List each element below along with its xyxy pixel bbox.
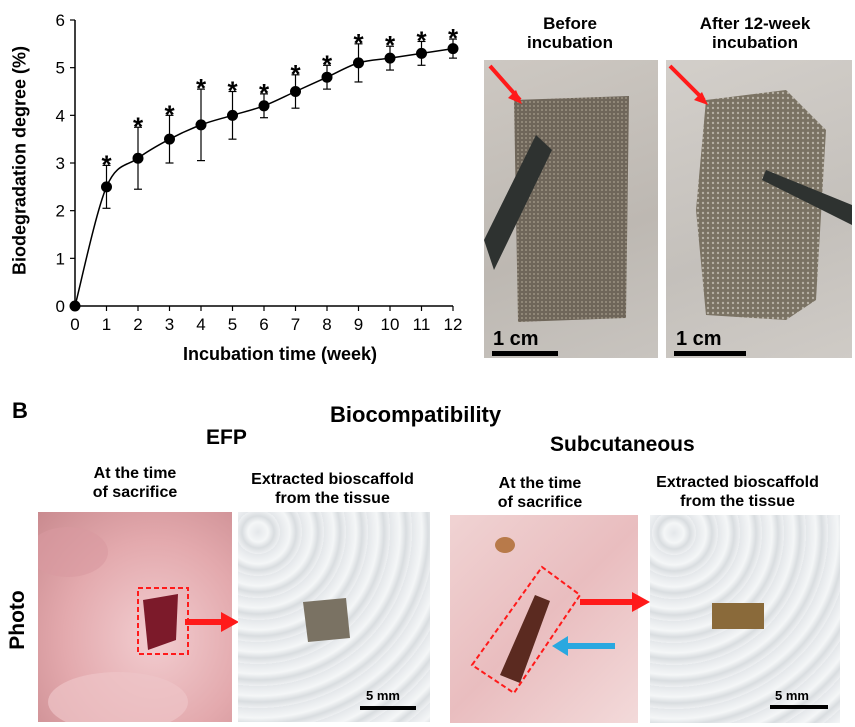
- data-point: [321, 71, 333, 83]
- extracted-scaffold-efp: [303, 598, 350, 642]
- x-tick-label: 0: [70, 315, 79, 334]
- subq-extracted-photo: 5 mm: [650, 515, 840, 723]
- significance-marker: *: [227, 76, 238, 106]
- scale-label-right: 1 cm: [676, 328, 722, 350]
- y-tick-label: 4: [56, 106, 65, 125]
- x-tick-label: 8: [322, 315, 331, 334]
- x-tick-label: 11: [413, 315, 431, 334]
- x-tick-label: 7: [291, 315, 300, 334]
- forceps-after: [762, 170, 852, 225]
- data-point: [258, 100, 270, 112]
- significance-marker: *: [290, 59, 301, 89]
- significance-marker: *: [164, 99, 175, 129]
- red-arrow-head-after: [694, 92, 708, 105]
- significance-marker: *: [196, 73, 207, 103]
- panel-b-title: Biocompatibility: [330, 402, 502, 427]
- x-tick-label: 5: [228, 315, 237, 334]
- red-arrow-efp: [185, 612, 239, 632]
- y-tick-label: 6: [56, 11, 65, 30]
- scale-label-left: 1 cm: [493, 328, 539, 350]
- x-tick-label: 10: [381, 315, 400, 334]
- x-tick-label: 2: [133, 315, 142, 334]
- efp-extracted-photo: 5 mm: [238, 512, 430, 722]
- degraded-scaffold-mesh: [696, 90, 826, 320]
- implanted-scaffold-efp: [143, 594, 178, 650]
- efp-tissue-photo: [38, 512, 232, 722]
- data-point: [384, 52, 396, 64]
- x-tick-label: 6: [259, 315, 268, 334]
- before-incubation-label: Before incubation: [527, 14, 613, 52]
- data-point: [416, 47, 427, 59]
- efp-sacrifice-label: At the time of sacrifice: [92, 465, 178, 501]
- x-tick-label: 9: [354, 315, 363, 334]
- significance-marker: *: [322, 49, 333, 79]
- blue-arrow: [552, 636, 568, 656]
- data-point: [447, 43, 459, 55]
- data-point: [195, 119, 207, 131]
- data-point: [227, 109, 238, 121]
- x-tick-label: 1: [102, 315, 111, 334]
- data-point: [69, 300, 81, 312]
- subq-sacrifice-label: At the time of sacrifice: [497, 475, 583, 511]
- before-incubation-photo: 1 cm: [484, 60, 658, 358]
- significance-marker: *: [416, 25, 427, 55]
- significance-marker: *: [385, 30, 396, 60]
- y-tick-label: 5: [56, 59, 65, 78]
- x-axis-title: Incubation time (week): [182, 344, 378, 364]
- panel-letter-b: B: [12, 398, 28, 423]
- x-tick-label: 12: [444, 315, 463, 334]
- significance-marker: *: [101, 149, 112, 179]
- significance-marker: *: [133, 111, 144, 141]
- subq-extracted-label: Extracted bioscaffold from the tissue: [656, 474, 819, 510]
- chart-marks: * * * * * * * * * * * *: [69, 23, 459, 312]
- red-arrow-head: [508, 90, 522, 104]
- scale-label-efp: 5 mm: [366, 688, 400, 703]
- y-tick-label: 1: [56, 249, 65, 268]
- red-arrow-after: [668, 64, 706, 102]
- x-tick-label: 4: [196, 315, 205, 334]
- significance-marker: *: [353, 28, 364, 58]
- significance-marker: *: [259, 78, 270, 108]
- x-tick-label: 3: [165, 315, 174, 334]
- highlight-box-subq: [470, 565, 582, 695]
- forceps: [484, 135, 552, 270]
- scale-bar-efp: [360, 706, 416, 710]
- scaffold-mesh: [514, 96, 629, 322]
- row-label-photo: Photo: [6, 590, 29, 650]
- y-tick-label: 2: [56, 202, 65, 221]
- efp-extracted-label: Extracted bioscaffold from the tissue: [251, 471, 414, 507]
- after-incubation-label: After 12-week incubation: [699, 14, 811, 52]
- data-point: [164, 133, 175, 145]
- red-arrow-subq: [580, 592, 650, 612]
- data-point: [353, 57, 364, 69]
- y-tick-label: 3: [56, 154, 65, 173]
- significance-marker: *: [448, 23, 459, 53]
- data-point: [290, 86, 301, 97]
- scale-label-subq: 5 mm: [775, 688, 809, 703]
- y-axis-title: Biodegradation degree (%): [9, 45, 30, 276]
- y-tick-label: 0: [56, 297, 65, 316]
- efp-title: EFP: [206, 426, 247, 449]
- implanted-scaffold-subq: [500, 595, 550, 683]
- subq-tissue-photo: [450, 515, 638, 723]
- data-point: [132, 152, 144, 164]
- data-point: [101, 181, 112, 193]
- scale-bar-subq: [770, 705, 828, 709]
- scale-bar-right: [674, 351, 746, 356]
- after-incubation-photo: 1 cm: [666, 60, 852, 358]
- extracted-scaffold-subq: [712, 603, 764, 629]
- subcutaneous-title: Subcutaneous: [550, 433, 695, 456]
- scale-bar-left: [492, 351, 558, 356]
